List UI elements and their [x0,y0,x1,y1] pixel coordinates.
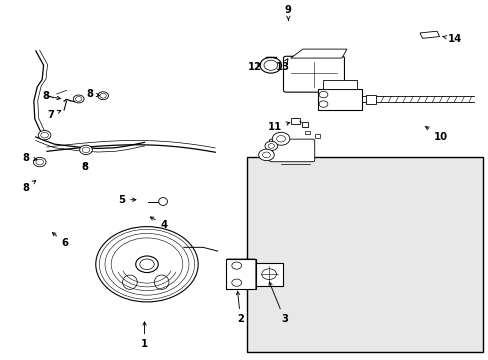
Text: 8: 8 [42,91,60,101]
Circle shape [38,131,51,140]
Circle shape [272,132,289,145]
Text: 8: 8 [86,89,100,99]
Circle shape [258,149,274,161]
Bar [255,262,282,286]
Circle shape [231,279,241,286]
Text: 10: 10 [425,127,447,142]
Circle shape [264,141,277,150]
Text: 5: 5 [118,195,136,205]
Bar [315,134,320,138]
Circle shape [98,92,108,100]
Text: 14: 14 [442,34,461,44]
Text: 11: 11 [267,122,289,132]
Bar [246,157,483,352]
Bar [301,122,308,127]
Text: 13: 13 [275,59,289,72]
Circle shape [96,226,198,302]
Circle shape [73,95,84,103]
Text: 1: 1 [141,322,148,349]
Bar [366,95,375,104]
Circle shape [136,256,158,273]
Ellipse shape [158,198,167,206]
Bar [322,80,356,89]
Bar [305,131,310,134]
Circle shape [80,145,92,154]
FancyBboxPatch shape [283,56,344,92]
FancyBboxPatch shape [269,139,314,162]
Text: 3: 3 [268,282,287,324]
Text: 8: 8 [22,153,37,163]
Bar [226,259,255,289]
Bar [317,89,361,110]
Polygon shape [419,31,439,39]
Text: 7: 7 [47,111,61,121]
Text: 4: 4 [150,217,167,230]
Text: 12: 12 [248,62,262,72]
Circle shape [260,57,281,73]
Circle shape [319,101,327,107]
Text: 2: 2 [236,291,244,324]
Polygon shape [290,49,346,58]
Text: 8: 8 [22,180,36,193]
Circle shape [33,157,46,167]
Bar [290,118,299,125]
Text: 6: 6 [52,233,68,248]
Circle shape [319,91,327,98]
Text: 9: 9 [285,5,291,20]
Text: 8: 8 [81,162,88,172]
Circle shape [231,262,241,269]
